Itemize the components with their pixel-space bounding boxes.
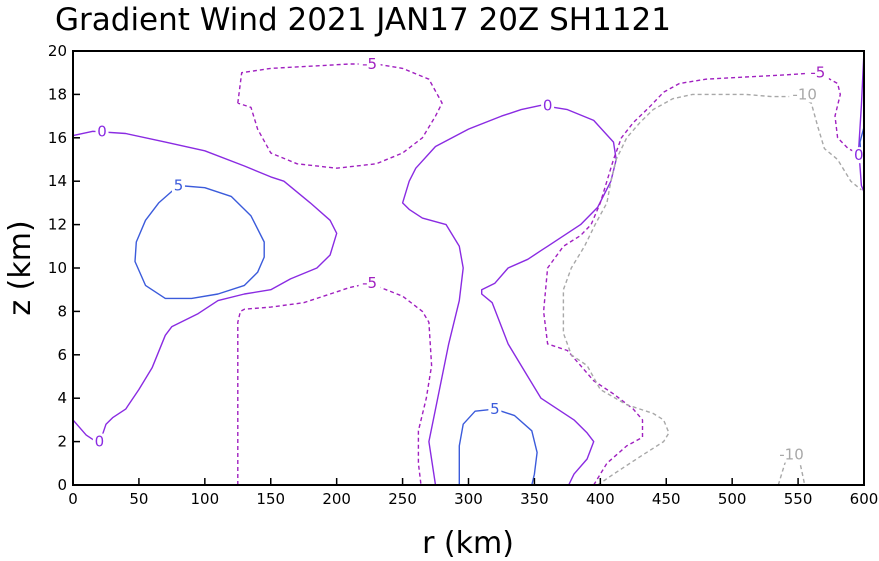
y-axis-ticks: 0 2 4 6 8 10 12 14 16 18 20 (48, 42, 80, 494)
x-tick-label: 400 (586, 490, 615, 508)
contour-label: 5 (490, 400, 500, 418)
y-tick-label: 2 (57, 433, 67, 451)
x-tick-label: 450 (652, 490, 681, 508)
contour-label: 0 (854, 146, 864, 164)
y-tick-label: 6 (57, 346, 67, 364)
contour-line-neg10 (777, 449, 806, 486)
y-tick-label: 20 (48, 42, 67, 60)
contour-line-5 (134, 184, 265, 300)
y-tick-label: 10 (48, 259, 67, 277)
contour-line-0 (401, 104, 617, 486)
contour-label: -5 (362, 55, 377, 73)
contour-label-bg (852, 147, 866, 164)
y-tick-label: 14 (48, 172, 67, 190)
contour-label-bg (775, 446, 807, 463)
contour-label-bg (92, 433, 106, 450)
contour-label: -5 (810, 64, 825, 82)
contour-line-neg5 (237, 63, 443, 169)
contour-label-bg (541, 97, 555, 114)
x-tick-label: 500 (718, 490, 747, 508)
contour-label: -5 (362, 274, 377, 292)
contour-label: 0 (95, 433, 105, 451)
x-tick-label: 600 (850, 490, 879, 508)
y-tick-label: 4 (57, 389, 67, 407)
y-tick-label: 16 (48, 129, 67, 147)
x-tick-label: 300 (454, 490, 483, 508)
contour-label-bg (95, 123, 109, 140)
contour-label: 5 (174, 177, 184, 195)
x-tick-label: 100 (191, 490, 220, 508)
y-tick-label: 0 (57, 476, 67, 494)
x-tick-label: 0 (68, 490, 78, 508)
contour-label: 0 (543, 96, 553, 114)
y-tick-label: 8 (57, 302, 67, 320)
contour-label-bg (358, 275, 381, 292)
contour-line-neg10 (562, 93, 862, 486)
x-tick-label: 250 (388, 490, 417, 508)
x-axis-title: r (km) (422, 526, 514, 561)
x-axis-ticks: 0 50 100 150 200 250 300 350 400 450 500 550 600 (68, 478, 878, 508)
contour-label: 0 (97, 122, 107, 140)
y-tick-label: 12 (48, 216, 67, 234)
plot-frame (72, 50, 865, 486)
contour-line-0 (72, 130, 338, 445)
contour-label-bg (806, 64, 829, 81)
contour-label-bg (358, 56, 381, 73)
y-tick-label: 18 (48, 85, 67, 103)
contour-line-5 (458, 408, 538, 486)
contour-label-bg (171, 177, 185, 194)
y-axis-title: z (km) (3, 220, 38, 315)
chart-title: Gradient Wind 2021 JAN17 20Z SH1121 (55, 2, 671, 38)
contour-labels: 0 0 0 0 5 5 -5 -5 -5 -10 -10 (92, 55, 866, 464)
contour-line-neg5 (542, 72, 862, 486)
contour-line-neg5 (237, 282, 433, 486)
x-tick-label: 150 (256, 490, 285, 508)
x-tick-label: 200 (322, 490, 351, 508)
contour-label: -10 (779, 446, 804, 464)
contour-label: -10 (792, 85, 817, 103)
contour-lines (72, 50, 865, 486)
x-tick-label: 350 (520, 490, 549, 508)
contour-label-bg (789, 86, 821, 103)
x-tick-label: 550 (784, 490, 813, 508)
x-tick-label: 50 (129, 490, 148, 508)
contour-label-bg (488, 401, 502, 418)
